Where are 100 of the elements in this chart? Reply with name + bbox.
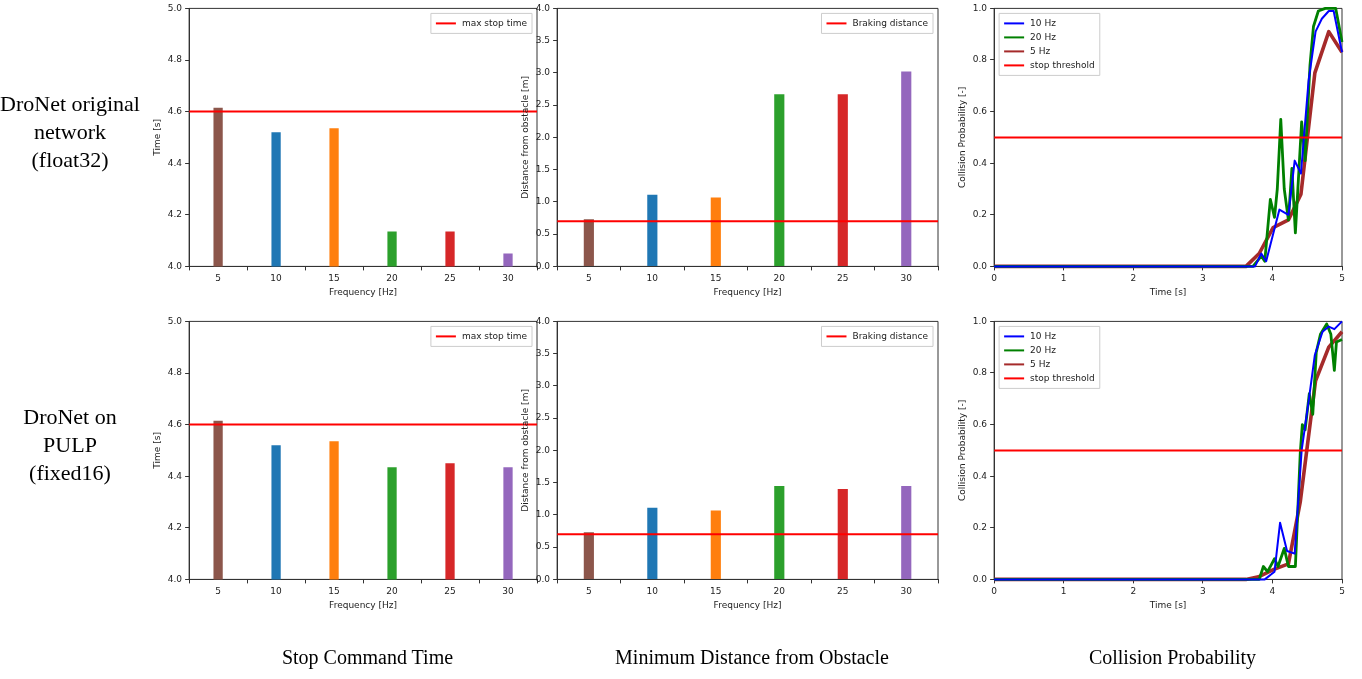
x-tick-label: 3 bbox=[1199, 586, 1206, 597]
x-tick-label: 10 bbox=[270, 586, 283, 597]
y-tick-label: 0.0 bbox=[535, 573, 551, 584]
y-axis-title: Time [s] bbox=[151, 119, 162, 157]
x-tick-label: 4 bbox=[1269, 586, 1276, 597]
x-tick-label: 30 bbox=[502, 273, 515, 284]
y-tick-label: 2.0 bbox=[535, 131, 551, 142]
x-tick-label: 10 bbox=[270, 273, 283, 284]
y-tick-label: 4.2 bbox=[167, 522, 183, 533]
x-tick-label: 30 bbox=[502, 586, 515, 597]
y-tick-label: 4.0 bbox=[535, 315, 551, 326]
x-axis-title: Time [s] bbox=[1148, 599, 1187, 610]
x-tick-label: 4 bbox=[1269, 273, 1276, 284]
y-tick-label: 4.0 bbox=[167, 573, 183, 584]
y-tick-label: 0.5 bbox=[535, 228, 551, 239]
legend-label: Braking distance bbox=[852, 17, 929, 28]
y-tick-label: 0.2 bbox=[972, 209, 988, 220]
x-tick-label: 25 bbox=[837, 586, 849, 597]
x-tick-label: 2 bbox=[1130, 586, 1137, 597]
x-tick-label: 20 bbox=[386, 273, 399, 284]
x-tick-label: 30 bbox=[900, 273, 913, 284]
x-tick-label: 5 bbox=[1339, 586, 1345, 597]
text: Stop Command Time bbox=[280, 646, 455, 669]
legend-label: 20 Hz bbox=[1030, 344, 1057, 355]
y-tick-label: 0.6 bbox=[972, 418, 988, 429]
y-tick-label: 2.0 bbox=[535, 444, 551, 455]
x-axis-title: Time [s] bbox=[1148, 286, 1187, 297]
x-tick-label: 3 bbox=[1199, 273, 1206, 284]
y-tick-label: 4.4 bbox=[167, 157, 183, 168]
x-tick-label: 10 bbox=[646, 586, 659, 597]
x-tick-label: 25 bbox=[444, 586, 456, 597]
legend-label: 5 Hz bbox=[1030, 358, 1051, 369]
y-tick-label: 4.6 bbox=[167, 418, 183, 429]
y-tick-label: 0.5 bbox=[535, 541, 551, 552]
y-tick-label: 4.8 bbox=[167, 54, 183, 65]
y-tick-label: 0.0 bbox=[972, 573, 988, 584]
text: DroNet on PULP (fixed16) bbox=[22, 403, 118, 487]
legend-label: stop threshold bbox=[1030, 372, 1095, 383]
legend-label: 20 Hz bbox=[1030, 31, 1057, 42]
x-tick-label: 5 bbox=[215, 586, 221, 597]
legend-label: 10 Hz bbox=[1030, 17, 1057, 28]
x-axis-title: Frequency [Hz] bbox=[329, 286, 397, 297]
y-tick-label: 4.2 bbox=[167, 209, 183, 220]
y-tick-label: 4.8 bbox=[167, 367, 183, 378]
x-tick-label: 25 bbox=[837, 273, 849, 284]
y-tick-label: 3.5 bbox=[535, 347, 551, 358]
y-tick-label: 1.0 bbox=[972, 315, 988, 326]
y-tick-label: 4.0 bbox=[535, 2, 551, 13]
y-tick-label: 4.6 bbox=[167, 105, 183, 116]
y-tick-label: 5.0 bbox=[167, 2, 183, 13]
x-tick-label: 15 bbox=[710, 273, 722, 284]
y-tick-label: 1.0 bbox=[535, 509, 551, 520]
legend-label: 10 Hz bbox=[1030, 330, 1057, 341]
x-tick-label: 15 bbox=[710, 586, 722, 597]
y-tick-label: 0.2 bbox=[972, 522, 988, 533]
y-tick-label: 4.0 bbox=[167, 260, 183, 271]
x-tick-label: 20 bbox=[773, 273, 786, 284]
x-axis-title: Frequency [Hz] bbox=[713, 286, 782, 297]
legend-label: max stop time bbox=[461, 17, 528, 28]
x-tick-label: 1 bbox=[1060, 273, 1067, 284]
legend-label: 5 Hz bbox=[1030, 45, 1051, 56]
x-tick-label: 5 bbox=[1339, 273, 1345, 284]
x-tick-label: 25 bbox=[444, 273, 456, 284]
y-axis-title: Collision Probability [-] bbox=[956, 86, 967, 189]
x-axis-title: Frequency [Hz] bbox=[713, 599, 782, 610]
y-axis-title: Distance from obstacle [m] bbox=[519, 389, 530, 512]
y-tick-label: 4.4 bbox=[167, 470, 183, 481]
y-tick-label: 1.5 bbox=[535, 476, 551, 487]
y-tick-label: 2.5 bbox=[535, 412, 551, 423]
y-tick-label: 0.0 bbox=[972, 260, 988, 271]
x-tick-label: 10 bbox=[646, 273, 659, 284]
y-tick-label: 3.0 bbox=[535, 380, 551, 391]
x-tick-label: 0 bbox=[991, 586, 998, 597]
x-tick-label: 0 bbox=[991, 273, 998, 284]
x-tick-label: 20 bbox=[386, 586, 399, 597]
y-tick-label: 0.8 bbox=[972, 54, 988, 65]
x-tick-label: 30 bbox=[900, 586, 913, 597]
y-tick-label: 0.4 bbox=[972, 157, 988, 168]
x-tick-label: 5 bbox=[215, 273, 221, 284]
text: Collision Probability bbox=[1087, 646, 1258, 669]
y-axis-title: Time [s] bbox=[151, 432, 162, 470]
legend-label: Braking distance bbox=[852, 330, 929, 341]
text: DroNet original network (float32) bbox=[0, 90, 140, 174]
x-tick-label: 20 bbox=[773, 586, 786, 597]
y-tick-label: 3.5 bbox=[535, 34, 551, 45]
x-tick-label: 15 bbox=[328, 273, 340, 284]
x-tick-label: 15 bbox=[328, 586, 340, 597]
y-axis-title: Collision Probability [-] bbox=[956, 399, 967, 502]
y-tick-label: 0.6 bbox=[972, 105, 988, 116]
y-tick-label: 1.0 bbox=[535, 196, 551, 207]
y-tick-label: 3.0 bbox=[535, 67, 551, 78]
y-axis-title: Distance from obstacle [m] bbox=[519, 76, 530, 199]
legend-label: max stop time bbox=[461, 330, 528, 341]
x-axis-title: Frequency [Hz] bbox=[329, 599, 397, 610]
y-tick-label: 1.5 bbox=[535, 163, 551, 174]
x-tick-label: 2 bbox=[1130, 273, 1137, 284]
y-tick-label: 5.0 bbox=[167, 315, 183, 326]
y-tick-label: 1.0 bbox=[972, 2, 988, 13]
y-tick-label: 0.4 bbox=[972, 470, 988, 481]
text: Minimum Distance from Obstacle bbox=[614, 646, 890, 669]
